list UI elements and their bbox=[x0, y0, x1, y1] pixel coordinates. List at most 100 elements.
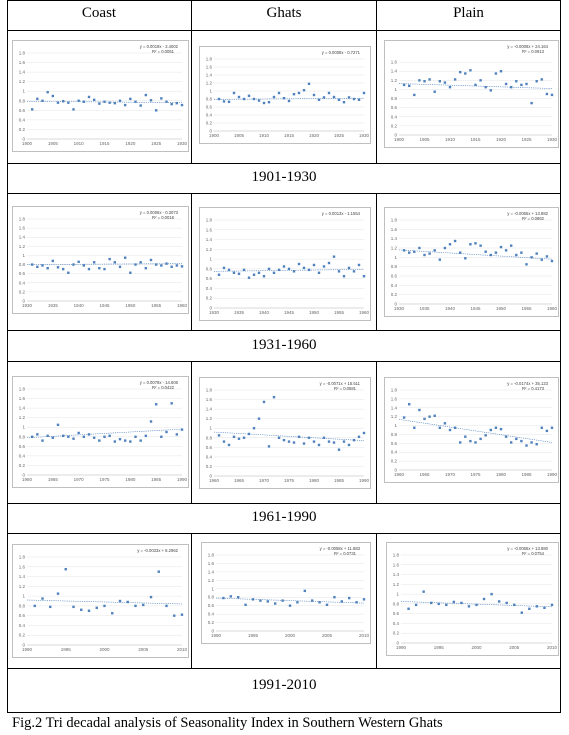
data-point bbox=[129, 440, 132, 443]
data-point bbox=[302, 89, 306, 92]
data-point bbox=[467, 605, 471, 608]
x-tick-label: 2010 bbox=[547, 645, 558, 650]
data-point bbox=[520, 83, 523, 87]
data-point bbox=[134, 100, 137, 103]
y-tick-label: 1.6 bbox=[206, 65, 213, 70]
data-point bbox=[445, 603, 448, 607]
table-divider bbox=[7, 30, 561, 31]
data-point bbox=[545, 255, 549, 258]
data-point bbox=[484, 250, 487, 253]
data-point bbox=[530, 441, 533, 444]
data-point bbox=[499, 70, 503, 73]
data-point bbox=[87, 433, 91, 436]
data-point bbox=[352, 97, 356, 101]
data-point bbox=[357, 263, 361, 267]
data-point bbox=[267, 101, 271, 104]
scatter-chart: 0 0.2 0.4 0.6 0.8 1 1.2 1.4 1.6 1.8 1930 1935 1940 19… bbox=[19, 210, 188, 308]
data-point bbox=[510, 85, 513, 89]
data-point bbox=[237, 596, 240, 599]
x-tick-label: 1905 bbox=[48, 141, 59, 146]
x-tick-label: 1910 bbox=[74, 141, 85, 146]
data-point bbox=[428, 415, 431, 418]
x-tick-label: 1915 bbox=[284, 133, 295, 138]
data-point bbox=[160, 264, 163, 267]
y-tick-label: 1.4 bbox=[19, 406, 26, 411]
data-point bbox=[67, 271, 70, 274]
data-point bbox=[51, 436, 55, 439]
table-divider bbox=[7, 163, 561, 164]
data-point bbox=[362, 431, 366, 435]
chart-panel-coast-1991-2010: 0 0.2 0.4 0.6 0.8 1 1.2 1.4 1.6 1.8 1990 1995 2000 20… bbox=[12, 544, 189, 658]
data-point bbox=[322, 96, 326, 99]
data-point bbox=[296, 601, 299, 604]
trend-line bbox=[26, 263, 183, 265]
data-point bbox=[262, 101, 266, 105]
chart-panel-ghats-1931-1960: 0 0.2 0.4 0.6 0.8 1 1.2 1.4 1.6 1.8 1930 1935 1940 19… bbox=[199, 207, 371, 321]
x-tick-label: 1920 bbox=[125, 141, 136, 146]
y-tick-label: 0.6 bbox=[208, 603, 215, 608]
column-divider bbox=[376, 533, 377, 668]
data-point bbox=[337, 448, 341, 451]
data-point bbox=[56, 101, 60, 104]
x-tick-label: 1900 bbox=[209, 133, 220, 138]
data-point bbox=[433, 414, 436, 417]
x-tick-label: 1955 bbox=[521, 306, 532, 311]
data-point bbox=[347, 96, 351, 99]
x-tick-label: 1985 bbox=[521, 472, 532, 477]
y-tick-label: 1.8 bbox=[393, 553, 400, 558]
data-point bbox=[475, 603, 478, 607]
data-point bbox=[92, 436, 96, 439]
data-point bbox=[332, 255, 336, 258]
data-point bbox=[46, 267, 49, 270]
data-point bbox=[443, 81, 447, 84]
y-tick-label: 0.4 bbox=[391, 450, 398, 455]
y-tick-label: 1.4 bbox=[393, 572, 400, 577]
data-point bbox=[77, 260, 80, 264]
x-tick-label: 1935 bbox=[419, 306, 430, 311]
data-point bbox=[123, 439, 127, 442]
data-point bbox=[56, 423, 60, 427]
y-tick-label: 1.4 bbox=[391, 405, 398, 410]
data-point bbox=[272, 271, 276, 274]
data-point bbox=[530, 256, 533, 259]
data-point bbox=[257, 271, 261, 274]
y-tick-label: 0.4 bbox=[208, 612, 215, 617]
data-point bbox=[464, 435, 467, 438]
column-divider bbox=[191, 0, 192, 163]
data-point bbox=[423, 417, 426, 421]
data-point bbox=[227, 443, 231, 447]
x-tick-label: 1910 bbox=[259, 133, 270, 138]
data-point bbox=[342, 440, 346, 443]
data-point bbox=[357, 435, 361, 439]
period-label: 1931-1960 bbox=[251, 337, 317, 353]
y-tick-label: 1.8 bbox=[19, 51, 26, 56]
r-squared-label: R² = 0.0422 bbox=[152, 385, 175, 390]
data-point bbox=[443, 422, 447, 425]
data-point bbox=[484, 85, 487, 89]
trend-equation: y = 0.0078x - 14.606 bbox=[140, 380, 179, 385]
data-point bbox=[322, 436, 326, 439]
data-point bbox=[402, 416, 406, 419]
trend-equation: y = -0.0008x + 24.164 bbox=[507, 44, 548, 49]
data-point bbox=[113, 261, 117, 264]
trend-equation: y = 0.0006x - 0.3073 bbox=[140, 210, 179, 215]
data-point bbox=[144, 267, 148, 270]
trend-line bbox=[213, 431, 365, 441]
period-label: 1991-2010 bbox=[251, 677, 317, 693]
y-tick-label: 1.6 bbox=[208, 561, 215, 566]
data-point bbox=[423, 80, 426, 83]
data-point bbox=[103, 100, 106, 103]
data-point bbox=[287, 267, 291, 271]
x-tick-label: 1945 bbox=[284, 310, 295, 315]
data-point bbox=[77, 431, 80, 435]
data-point bbox=[438, 258, 441, 261]
y-tick-label: 0.8 bbox=[19, 262, 26, 267]
y-tick-label: 1.2 bbox=[206, 247, 213, 252]
data-point bbox=[337, 270, 341, 273]
data-point bbox=[448, 243, 452, 246]
data-point bbox=[217, 273, 221, 276]
data-point bbox=[123, 103, 127, 107]
data-point bbox=[325, 603, 329, 607]
data-point bbox=[510, 244, 513, 247]
data-point bbox=[98, 439, 101, 442]
